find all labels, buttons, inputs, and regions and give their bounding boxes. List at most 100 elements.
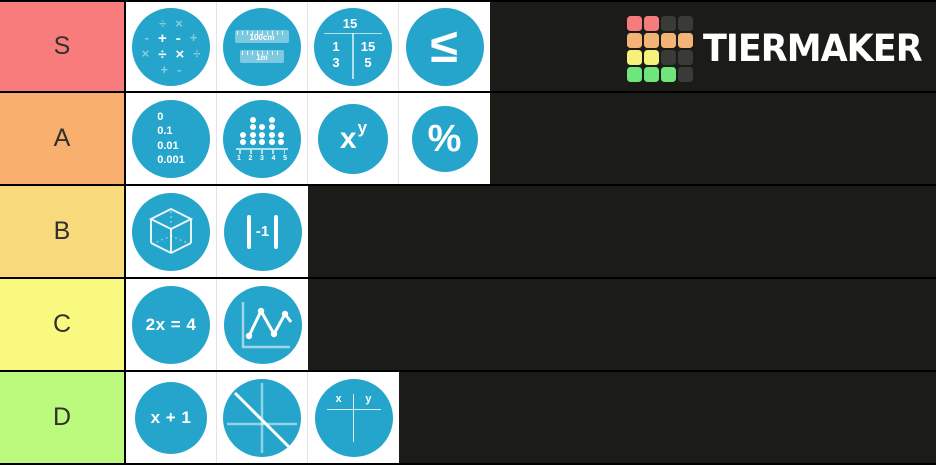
factor-cell: 1 bbox=[332, 38, 340, 54]
operations-icon[interactable]: ÷ × - + - + × ÷ × ÷ + - bbox=[132, 7, 210, 86]
xy-table-vline bbox=[352, 393, 354, 442]
op-symbol: - bbox=[177, 62, 182, 77]
factor-cell: 5 bbox=[364, 54, 372, 70]
decimal-line: 0 bbox=[157, 110, 164, 123]
decimals-icon[interactable]: 0 0.1 0.01 0.001 bbox=[132, 99, 210, 178]
percent-symbol: % bbox=[427, 117, 462, 160]
xy-table: x y bbox=[325, 389, 383, 447]
ruler-label: 1m bbox=[256, 53, 268, 62]
tier-label-d: D bbox=[0, 372, 126, 463]
xy-table-icon[interactable]: x y bbox=[314, 378, 393, 457]
op-symbol: + bbox=[189, 30, 198, 45]
dot-plot-dots bbox=[240, 115, 284, 145]
tier-item-cell: 100cm 1m bbox=[217, 2, 308, 91]
op-symbol: × bbox=[141, 46, 150, 61]
tick-label: 4 bbox=[271, 155, 276, 162]
inequality-icon[interactable]: ≤ bbox=[405, 7, 484, 86]
tier-item-cell: -1 bbox=[217, 186, 308, 277]
op-symbol: × bbox=[175, 16, 183, 31]
tier-item-cell: ÷ × - + - + × ÷ × ÷ + - bbox=[126, 2, 217, 91]
expression-icon[interactable]: x + 1 bbox=[135, 381, 207, 454]
leq-symbol: ≤ bbox=[430, 19, 459, 73]
tick-label: 2 bbox=[248, 155, 253, 162]
tick-label: 3 bbox=[260, 155, 264, 162]
rulers: 100cm 1m bbox=[223, 30, 301, 63]
tier-item-cell: 0 0.1 0.01 0.001 bbox=[126, 93, 217, 184]
dot-plot-icon[interactable]: 1 2 3 4 5 bbox=[223, 99, 301, 178]
dot-plot: 1 2 3 4 5 bbox=[234, 115, 290, 162]
abs-bar-left bbox=[247, 214, 251, 249]
tiermaker-wordmark: TIERMAKER bbox=[703, 26, 923, 71]
factor-pairs-icon[interactable]: 15 1 15 3 5 bbox=[314, 7, 392, 86]
tier-cells-s: ÷ × - + - + × ÷ × ÷ + - 100cm 1m bbox=[126, 2, 490, 91]
decimal-line: 0.001 bbox=[157, 153, 185, 166]
tier-label-c: C bbox=[0, 279, 126, 370]
op-symbol: ÷ bbox=[159, 16, 167, 31]
op-symbol: - bbox=[144, 30, 149, 45]
exponent-power: y bbox=[357, 118, 368, 137]
tiermaker-logo[interactable]: TIERMAKER bbox=[627, 16, 923, 82]
tier-item-cell: 15 1 15 3 5 bbox=[308, 2, 399, 91]
tier-row-d: D x + 1 bbox=[0, 372, 936, 465]
tick-label: 1 bbox=[237, 155, 241, 162]
cube-icon[interactable] bbox=[132, 192, 210, 271]
tier-cells-b: -1 bbox=[126, 186, 308, 277]
tier-item-cell: 2x = 4 bbox=[126, 279, 217, 370]
tier-row-a: A 0 0.1 0.01 0.001 bbox=[0, 93, 936, 186]
abs-bar-right bbox=[274, 214, 278, 249]
tier-item-cell bbox=[217, 279, 308, 370]
line-graph-drawing bbox=[241, 301, 292, 348]
op-symbol: + bbox=[157, 30, 167, 47]
op-symbol: × bbox=[175, 46, 185, 63]
decimal-values: 0 0.1 0.01 0.001 bbox=[157, 110, 185, 167]
op-symbol: ÷ bbox=[193, 46, 201, 61]
number-line-labels: 1 2 3 4 5 bbox=[237, 155, 287, 162]
linear-graph-icon[interactable] bbox=[223, 378, 301, 457]
op-symbol: ÷ bbox=[158, 46, 167, 63]
number-line bbox=[236, 148, 288, 154]
decimal-line: 0.01 bbox=[157, 139, 179, 152]
tier-item-cell: ≤ bbox=[399, 2, 490, 91]
factor-table: 15 1 15 3 5 bbox=[323, 15, 383, 79]
op-symbol: + bbox=[160, 62, 169, 77]
exponent-icon[interactable]: xy bbox=[318, 103, 388, 174]
tier-label-s: S bbox=[0, 2, 126, 91]
linear-graph-drawing bbox=[227, 382, 297, 453]
tier-item-cell bbox=[126, 186, 217, 277]
xy-table-hline bbox=[326, 408, 381, 410]
xy-table-y-header: y bbox=[365, 392, 372, 405]
ruler-100cm: 100cm bbox=[235, 30, 289, 43]
tier-row-c: C 2x = 4 bbox=[0, 279, 936, 372]
tier-cells-a: 0 0.1 0.01 0.001 1 bbox=[126, 93, 490, 184]
equation-icon[interactable]: 2x = 4 bbox=[132, 285, 210, 364]
xy-table-x-header: x bbox=[335, 392, 342, 405]
tier-label-a: A bbox=[0, 93, 126, 184]
tiermaker-logo-grid-icon bbox=[627, 16, 693, 82]
percent-icon[interactable]: % bbox=[411, 105, 478, 172]
tier-row-s: S ÷ × - + - + × ÷ × ÷ + - 100cm 1m bbox=[0, 0, 936, 93]
factor-cell: 3 bbox=[332, 54, 340, 70]
exponent-base: x bbox=[339, 122, 357, 155]
tier-label-b: B bbox=[0, 186, 126, 277]
factor-cell: 15 bbox=[360, 38, 376, 54]
equation-text: 2x = 4 bbox=[145, 314, 197, 334]
tier-cells-c: 2x = 4 bbox=[126, 279, 308, 370]
expression-text: x + 1 bbox=[150, 407, 192, 427]
line-graph-icon[interactable] bbox=[223, 285, 302, 364]
tier-item-cell: x y bbox=[308, 372, 399, 463]
decimal-line: 0.1 bbox=[157, 125, 173, 138]
tier-cells-d: x + 1 x y bbox=[126, 372, 399, 463]
ruler-label: 100cm bbox=[249, 33, 275, 42]
abs-value: -1 bbox=[255, 223, 270, 240]
tier-item-cell: xy bbox=[308, 93, 399, 184]
absolute-value-icon[interactable]: -1 bbox=[223, 192, 302, 271]
ruler-1m: 1m bbox=[240, 50, 284, 63]
op-symbol: - bbox=[175, 30, 181, 47]
measurement-icon[interactable]: 100cm 1m bbox=[223, 7, 301, 86]
tier-item-cell bbox=[217, 372, 308, 463]
absolute-value-expression: -1 bbox=[247, 214, 278, 249]
operations-symbols: ÷ × - + - + × ÷ × ÷ + - bbox=[142, 17, 201, 76]
tier-item-cell: 1 2 3 4 5 bbox=[217, 93, 308, 184]
factor-table-vline bbox=[352, 32, 354, 79]
